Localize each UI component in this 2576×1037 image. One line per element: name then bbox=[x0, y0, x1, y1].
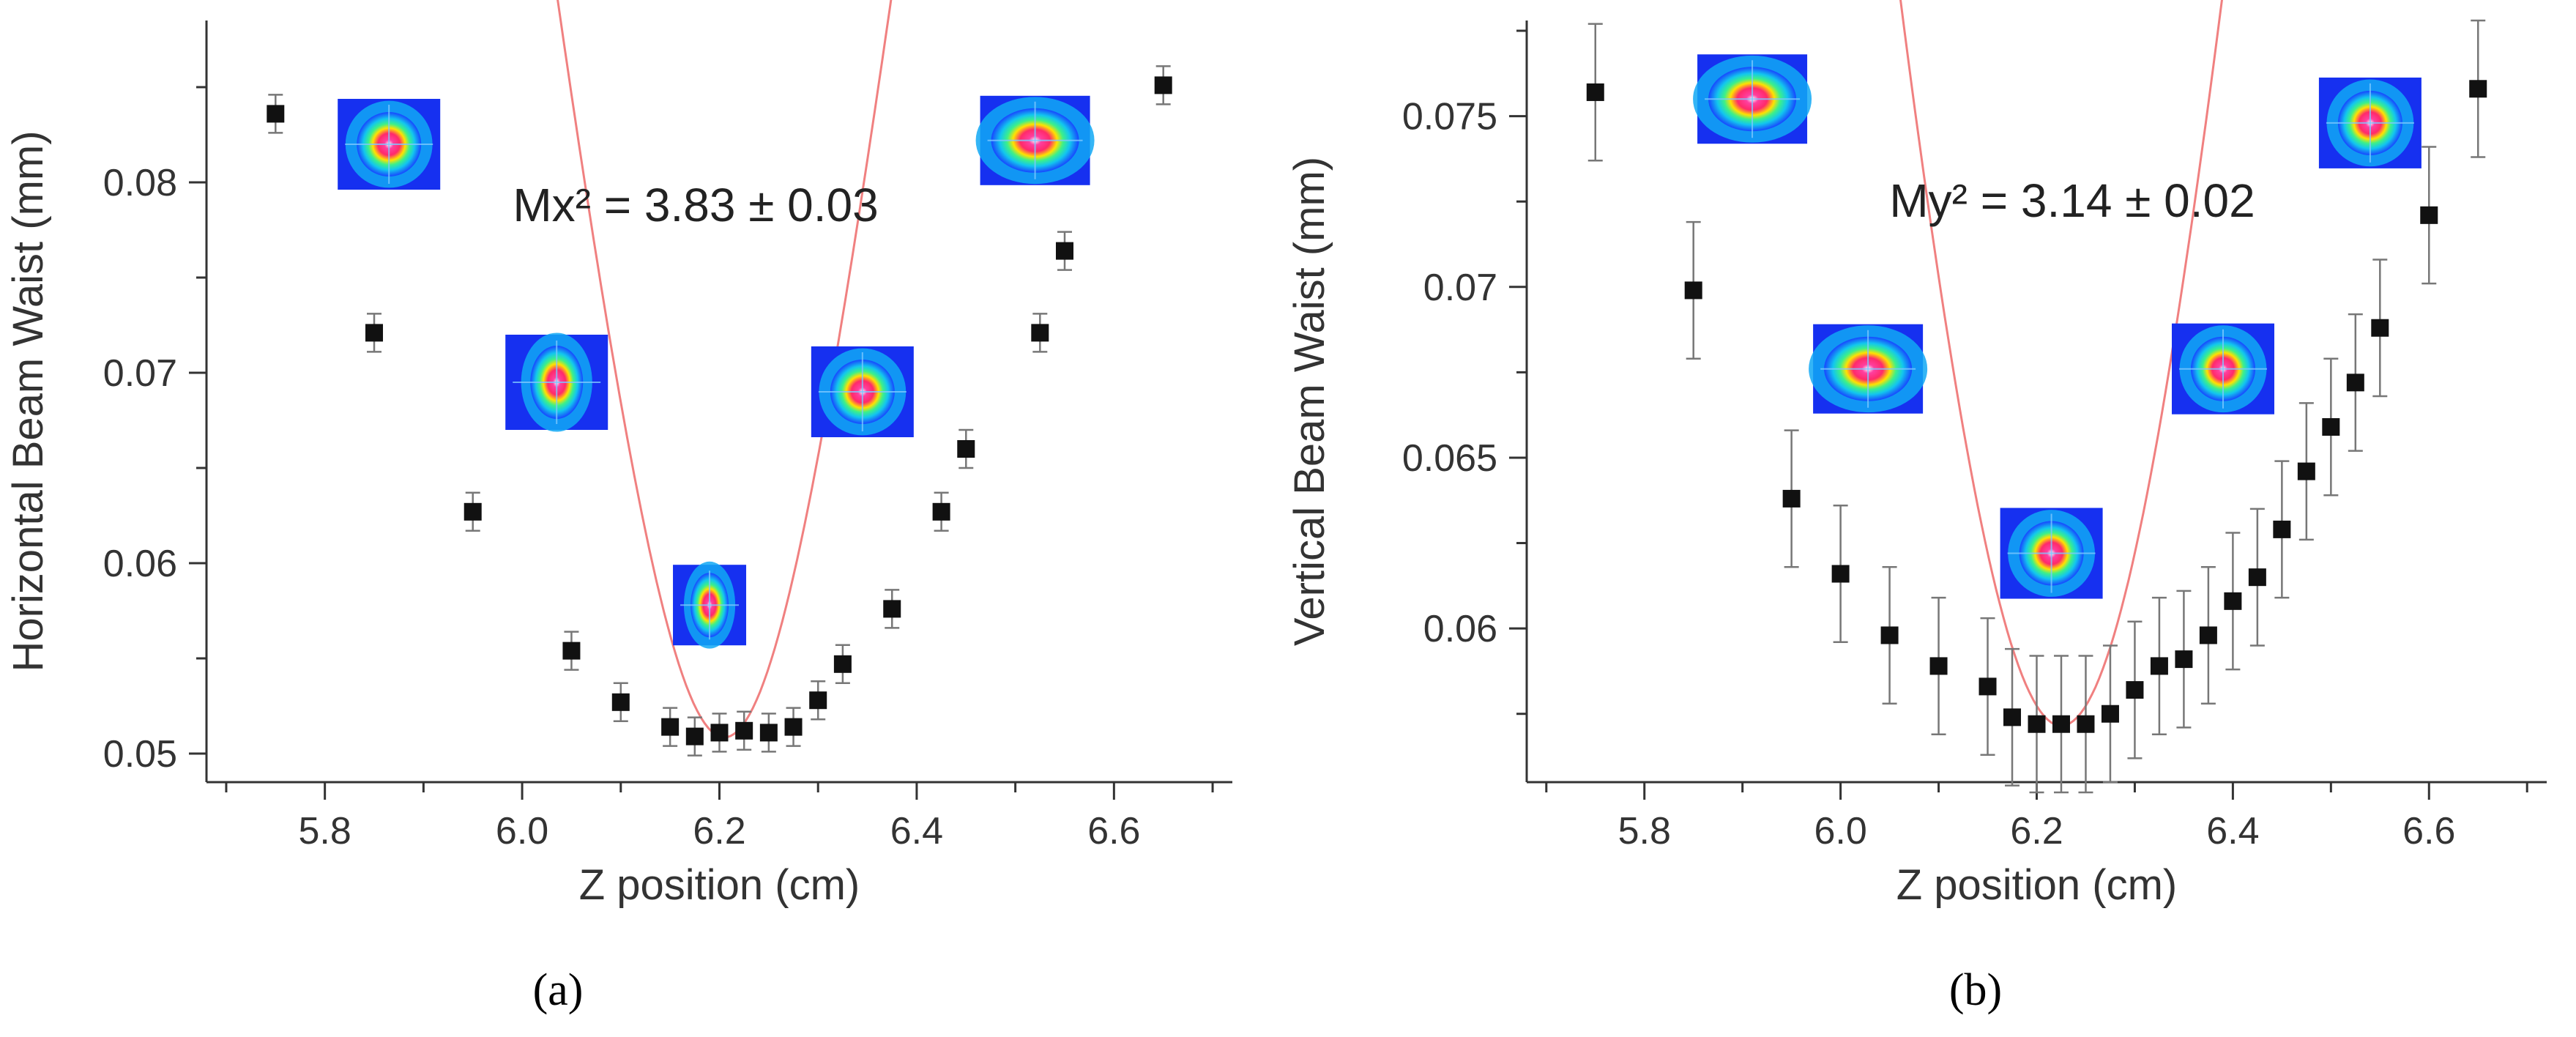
x-tick-label: 6.6 bbox=[2402, 810, 2455, 852]
data-point bbox=[267, 105, 285, 123]
data-point bbox=[365, 324, 384, 342]
x-tick-label: 5.8 bbox=[299, 810, 351, 852]
y-tick-label: 0.06 bbox=[1423, 608, 1497, 650]
data-point bbox=[2199, 626, 2217, 644]
data-point bbox=[735, 721, 753, 740]
data-point bbox=[685, 727, 704, 746]
x-tick-label: 6.4 bbox=[890, 810, 943, 852]
beam-profile-a-6.2 bbox=[673, 561, 747, 649]
data-point bbox=[2126, 681, 2144, 699]
x-tick-label: 5.8 bbox=[1618, 810, 1671, 852]
data-point bbox=[1586, 83, 1604, 101]
data-point bbox=[2469, 80, 2487, 98]
beam-profile-b-6.2 bbox=[2000, 508, 2103, 599]
data-point bbox=[883, 600, 901, 618]
data-point bbox=[464, 502, 482, 521]
data-point bbox=[784, 718, 803, 736]
data-point bbox=[2248, 568, 2266, 587]
data-point bbox=[1154, 76, 1172, 94]
y-tick-label: 0.065 bbox=[1402, 437, 1497, 480]
y-tick-label: 0.08 bbox=[103, 162, 177, 204]
data-point bbox=[2371, 319, 2389, 337]
data-point bbox=[2003, 708, 2022, 726]
x-axis-title: Z position (cm) bbox=[579, 861, 860, 909]
data-point bbox=[2028, 715, 2046, 733]
x-tick-label: 6.6 bbox=[1087, 810, 1140, 852]
data-point bbox=[759, 724, 778, 742]
data-point bbox=[2077, 715, 2095, 733]
data-point bbox=[611, 693, 630, 711]
data-point bbox=[1831, 565, 1850, 583]
x-tick-label: 6.2 bbox=[693, 810, 745, 852]
y-tick-label: 0.075 bbox=[1402, 96, 1497, 138]
data-point bbox=[1031, 324, 1049, 342]
data-point bbox=[932, 502, 950, 521]
x-tick-label: 6.2 bbox=[2010, 810, 2063, 852]
data-point bbox=[2273, 520, 2291, 538]
m-squared-annotation: My² = 3.14 ± 0.02 bbox=[1889, 174, 2255, 227]
beam-profile-a-5.8 bbox=[338, 99, 441, 190]
y-tick-label: 0.06 bbox=[103, 543, 177, 585]
data-point bbox=[1978, 677, 1997, 696]
data-point bbox=[2322, 417, 2340, 436]
data-point bbox=[710, 724, 729, 742]
data-point bbox=[1055, 242, 1073, 260]
data-point bbox=[1684, 281, 1702, 300]
data-point bbox=[2297, 462, 2315, 480]
chart-panel-b: 5.8 6.0 6.2 6.4 6.6 0.06 0.065 0.07 0.075 Z posit… bbox=[1286, 0, 2547, 1015]
y-tick-label: 0.07 bbox=[103, 352, 177, 395]
beam-profile-b-6.5 bbox=[2318, 77, 2421, 168]
x-axis-title: Z position (cm) bbox=[1896, 861, 2178, 909]
y-axis-title: Horizontal Beam Waist (mm) bbox=[4, 130, 52, 672]
data-point bbox=[2101, 705, 2119, 723]
data-point bbox=[562, 642, 581, 660]
beam-profile-b-6.0 bbox=[1809, 324, 1928, 414]
m-squared-annotation: Mx² = 3.83 ± 0.03 bbox=[513, 179, 878, 231]
data-point bbox=[2150, 657, 2168, 675]
data-point bbox=[1929, 657, 1948, 675]
beam-profile-b-5.9 bbox=[1693, 54, 1812, 144]
data-point bbox=[2224, 592, 2242, 610]
x-tick-label: 6.4 bbox=[2206, 810, 2259, 852]
data-point bbox=[2052, 715, 2070, 733]
panel-label-a: (a) bbox=[533, 965, 584, 1015]
panel-label-b: (b) bbox=[1949, 965, 2002, 1015]
x-tick-label: 6.0 bbox=[1814, 810, 1866, 852]
data-point bbox=[2420, 206, 2438, 224]
beam-profile-b-6.4 bbox=[2171, 323, 2274, 415]
beam-profile-a-6.0 bbox=[505, 332, 608, 432]
data-point bbox=[2175, 650, 2193, 669]
data-point bbox=[661, 718, 680, 736]
beam-profile-a-6.35 bbox=[811, 346, 914, 437]
data-point bbox=[1880, 626, 1899, 644]
chart-panel-a: 5.8 6.0 6.2 6.4 6.6 0.05 0.06 0.07 0.08 Z positio… bbox=[4, 0, 1232, 1015]
beam-profile-a-6.5 bbox=[975, 95, 1095, 185]
data-point bbox=[809, 691, 827, 710]
data-point bbox=[833, 655, 852, 673]
y-axis-title: Vertical Beam Waist (mm) bbox=[1286, 157, 1333, 646]
data-point bbox=[2346, 373, 2364, 392]
x-tick-label: 6.0 bbox=[496, 810, 548, 852]
y-tick-label: 0.07 bbox=[1423, 267, 1497, 309]
y-tick-label: 0.05 bbox=[103, 733, 177, 776]
data-point bbox=[957, 440, 975, 458]
data-point bbox=[1782, 489, 1801, 508]
